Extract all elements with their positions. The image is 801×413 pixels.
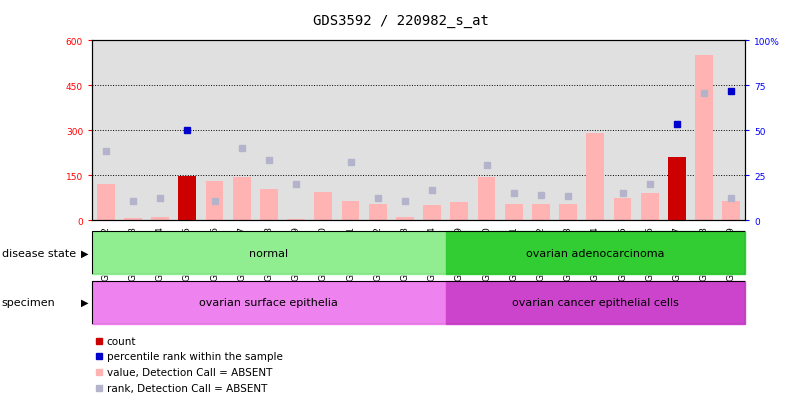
Text: normal: normal: [249, 248, 288, 258]
Bar: [695, 56, 713, 221]
Bar: [718, 41, 745, 221]
Bar: [668, 158, 686, 221]
Bar: [500, 41, 527, 221]
Bar: [228, 41, 256, 221]
Bar: [92, 41, 119, 221]
Text: ▶: ▶: [81, 297, 88, 308]
Bar: [445, 281, 745, 324]
Text: ovarian cancer epithelial cells: ovarian cancer epithelial cells: [512, 297, 678, 308]
Bar: [668, 158, 686, 221]
Text: specimen: specimen: [2, 297, 55, 308]
Bar: [174, 41, 201, 221]
Bar: [392, 41, 418, 221]
Bar: [119, 41, 147, 221]
Bar: [283, 41, 310, 221]
Bar: [364, 41, 392, 221]
Text: GDS3592 / 220982_s_at: GDS3592 / 220982_s_at: [312, 14, 489, 28]
Bar: [310, 41, 337, 221]
Bar: [473, 41, 500, 221]
Bar: [419, 41, 445, 221]
Bar: [179, 177, 196, 221]
Bar: [636, 41, 663, 221]
Bar: [179, 177, 196, 221]
Bar: [206, 182, 223, 221]
Bar: [450, 203, 468, 221]
Bar: [92, 231, 445, 275]
Bar: [527, 41, 554, 221]
Bar: [288, 219, 305, 221]
Bar: [690, 41, 718, 221]
Bar: [147, 41, 174, 221]
Bar: [92, 281, 445, 324]
Bar: [641, 194, 658, 221]
Bar: [423, 206, 441, 221]
Bar: [201, 41, 228, 221]
Bar: [505, 204, 522, 221]
Text: ▶: ▶: [81, 248, 88, 258]
Bar: [151, 218, 169, 221]
Bar: [342, 202, 360, 221]
Bar: [586, 134, 604, 221]
Bar: [559, 204, 577, 221]
Bar: [663, 41, 690, 221]
Bar: [396, 218, 414, 221]
Bar: [233, 178, 251, 221]
Text: rank, Detection Call = ABSENT: rank, Detection Call = ABSENT: [107, 383, 267, 393]
Bar: [124, 218, 142, 221]
Text: count: count: [107, 336, 136, 346]
Bar: [609, 41, 636, 221]
Bar: [315, 192, 332, 221]
Bar: [614, 199, 631, 221]
Bar: [260, 190, 278, 221]
Bar: [369, 204, 387, 221]
Bar: [554, 41, 582, 221]
Bar: [445, 41, 473, 221]
Text: value, Detection Call = ABSENT: value, Detection Call = ABSENT: [107, 367, 272, 377]
Bar: [477, 178, 495, 221]
Bar: [582, 41, 609, 221]
Bar: [532, 204, 549, 221]
Bar: [256, 41, 283, 221]
Text: ovarian surface epithelia: ovarian surface epithelia: [199, 297, 338, 308]
Bar: [445, 231, 745, 275]
Bar: [337, 41, 364, 221]
Bar: [723, 202, 740, 221]
Text: disease state: disease state: [2, 248, 76, 258]
Text: percentile rank within the sample: percentile rank within the sample: [107, 351, 283, 361]
Bar: [97, 185, 115, 221]
Text: ovarian adenocarcinoma: ovarian adenocarcinoma: [526, 248, 665, 258]
